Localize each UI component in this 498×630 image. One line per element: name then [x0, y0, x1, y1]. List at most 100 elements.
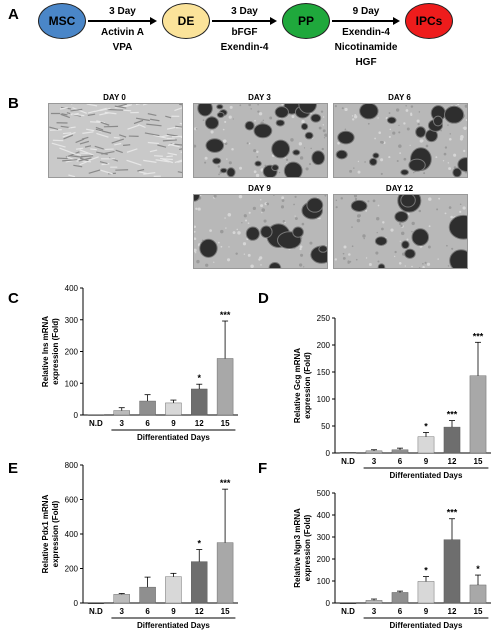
panel-a-label: A [8, 6, 19, 23]
y-tick-label: 500 [317, 489, 331, 498]
step-duration: 3 Day [109, 6, 136, 17]
stage-msc: MSC [38, 3, 86, 39]
y-tick-label: 50 [321, 422, 330, 431]
bar [339, 452, 357, 454]
y-tick-label: 0 [74, 599, 79, 608]
bar [443, 426, 461, 454]
bar [365, 600, 383, 604]
step-duration: 3 Day [231, 6, 258, 17]
category-label: 12 [195, 607, 204, 616]
bar [391, 592, 409, 604]
category-label: 3 [372, 457, 377, 466]
stage-de: DE [162, 3, 210, 39]
step-arrow [212, 20, 271, 22]
category-label: 6 [145, 607, 150, 616]
bar [165, 402, 182, 416]
arrowhead-icon [150, 17, 157, 25]
y-tick-label: 100 [317, 577, 331, 586]
y-tick-label: 200 [65, 565, 79, 574]
micrograph-day-label: DAY 9 [248, 184, 271, 193]
step-arrow [332, 20, 394, 22]
significance-marker: * [197, 539, 201, 549]
step-factors: Activin A VPA [81, 24, 165, 54]
category-label: 9 [171, 419, 176, 428]
category-label: 12 [448, 607, 457, 616]
bar [469, 584, 487, 604]
significance-marker: *** [447, 508, 458, 518]
step-factors: bFGF Exendin-4 [203, 24, 287, 54]
y-tick-label: 200 [317, 555, 331, 564]
category-label: N.D [89, 607, 103, 616]
factor-label: Exendin-4 [220, 42, 269, 53]
micrograph-image [193, 103, 328, 178]
category-label: 15 [221, 419, 230, 428]
y-tick-label: 400 [65, 284, 79, 293]
y-tick-label: 200 [317, 341, 331, 350]
y-axis-label: expression (Fold) [51, 318, 60, 385]
step-arrow [88, 20, 151, 22]
category-label: 15 [474, 607, 483, 616]
bar [139, 400, 156, 416]
category-label: N.D [341, 457, 355, 466]
significance-marker: * [424, 566, 428, 576]
significance-marker: *** [220, 310, 231, 320]
y-tick-label: 0 [74, 411, 79, 420]
factor-label: HGF [355, 57, 377, 68]
bar [443, 539, 461, 604]
factor-label: Nicotinamide [334, 42, 398, 53]
significance-marker: * [197, 373, 201, 383]
y-tick-label: 100 [65, 379, 79, 388]
significance-marker: *** [220, 478, 231, 488]
y-tick-label: 600 [65, 496, 79, 505]
factor-label: bFGF [231, 27, 258, 38]
x-axis-label: Differentiated Days [137, 621, 210, 630]
micrograph-day-label: DAY 3 [248, 93, 271, 102]
micrograph-image [333, 194, 468, 269]
factor-label: VPA [112, 42, 133, 53]
panel-b-label: B [8, 95, 19, 112]
significance-marker: *** [447, 410, 458, 420]
factor-label: Activin A [101, 27, 144, 38]
x-axis-label: Differentiated Days [390, 471, 463, 480]
panel-c-label: C [8, 290, 19, 307]
category-label: 12 [448, 457, 457, 466]
category-label: 3 [120, 419, 125, 428]
category-label: 9 [424, 457, 429, 466]
factor-label: Exendin-4 [342, 27, 390, 38]
y-tick-label: 200 [65, 348, 79, 357]
micrograph-image [333, 103, 468, 178]
y-tick-label: 150 [317, 368, 331, 377]
y-axis-label: Relative Pdx1 mRNA [41, 494, 50, 573]
category-label: N.D [89, 419, 103, 428]
y-tick-label: 800 [65, 461, 79, 470]
y-tick-label: 250 [317, 314, 331, 323]
step-duration: 9 Day [352, 6, 380, 17]
x-axis-label: Differentiated Days [390, 621, 463, 630]
category-label: 6 [398, 607, 403, 616]
bar [113, 594, 130, 604]
panel-f-label: F [258, 460, 268, 477]
y-axis-label: expression (Fold) [303, 352, 312, 419]
bar [417, 581, 435, 604]
category-label: 15 [221, 607, 230, 616]
bar [391, 449, 409, 454]
significance-marker: * [476, 564, 480, 574]
category-label: 15 [474, 457, 483, 466]
y-tick-label: 400 [317, 511, 331, 520]
y-tick-label: 300 [317, 533, 331, 542]
significance-marker: * [424, 421, 428, 431]
micrograph-image [48, 103, 183, 178]
bar [191, 561, 208, 604]
arrowhead-icon [393, 17, 400, 25]
category-label: 6 [145, 419, 150, 428]
bar [165, 576, 182, 604]
bar [139, 586, 156, 604]
y-axis-label: expression (Fold) [51, 500, 60, 567]
y-tick-label: 400 [65, 530, 79, 539]
y-axis-label: Relative Gcg mRNA [293, 348, 302, 423]
stage-ipcs: IPCs [405, 3, 453, 39]
category-label: 12 [195, 419, 204, 428]
panel-d-label: D [258, 290, 269, 307]
y-axis-label: Relative Ngn3 mRNA [293, 508, 302, 588]
